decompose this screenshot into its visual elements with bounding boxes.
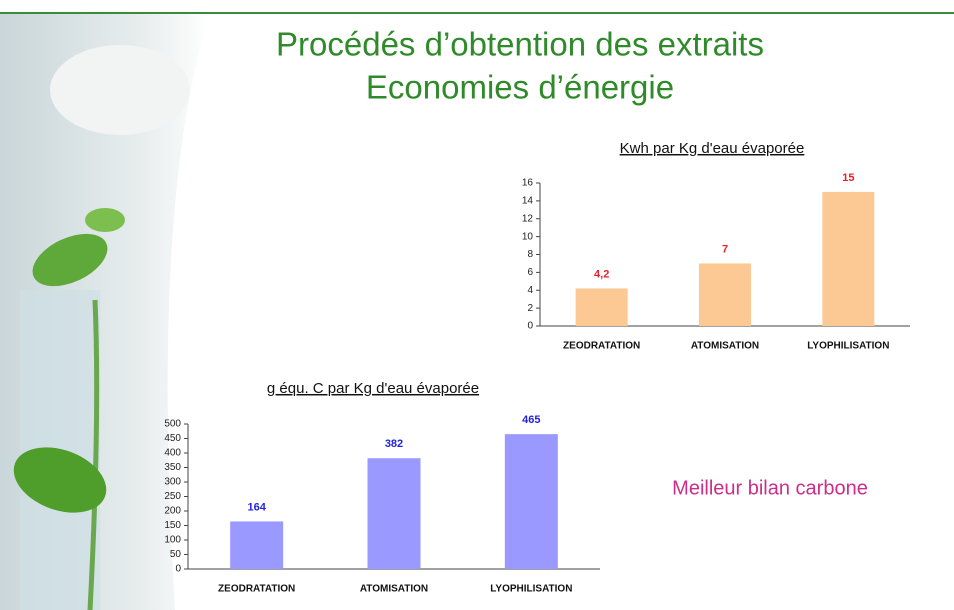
y-tick-label: 350 [164, 462, 181, 473]
y-tick-label: 8 [527, 249, 533, 260]
chart-title: Kwh par Kg d'eau évaporée [620, 140, 805, 157]
x-tick-label: LYOPHILISATION [490, 584, 572, 595]
y-tick-label: 14 [522, 196, 534, 207]
bar [699, 263, 751, 326]
y-tick-label: 16 [522, 178, 534, 189]
slide-subtitle: Economies d’énergie [366, 69, 674, 106]
y-tick-label: 400 [164, 448, 181, 459]
y-tick-label: 12 [522, 213, 534, 224]
bar [368, 458, 421, 569]
bar [822, 192, 874, 326]
y-tick-label: 150 [164, 520, 181, 531]
bar [505, 434, 558, 569]
y-tick-label: 300 [164, 477, 181, 488]
x-tick-label: ZEODRATATION [563, 341, 640, 352]
y-tick-label: 450 [164, 433, 181, 444]
slide: Procédés d’obtention des extraits Econom… [0, 0, 954, 610]
y-tick-label: 200 [164, 506, 181, 517]
y-tick-label: 2 [527, 303, 533, 314]
x-tick-label: ZEODRATATION [218, 584, 295, 595]
value-label: 164 [247, 501, 266, 513]
y-tick-label: 250 [164, 491, 181, 502]
y-tick-label: 4 [527, 285, 533, 296]
y-tick-label: 0 [175, 564, 181, 575]
value-label: 4,2 [594, 268, 609, 280]
decor-swirl [50, 45, 190, 135]
y-tick-label: 50 [170, 549, 182, 560]
x-tick-label: ATOMISATION [360, 584, 428, 595]
bar [576, 288, 628, 326]
decor-leaf [85, 208, 125, 232]
y-tick-label: 500 [164, 419, 181, 430]
y-tick-label: 10 [522, 231, 534, 242]
value-label: 382 [385, 438, 403, 450]
x-tick-label: LYOPHILISATION [807, 341, 889, 352]
value-label: 7 [722, 243, 728, 255]
slide-title: Procédés d’obtention des extraits [276, 26, 764, 63]
bar [230, 521, 283, 569]
y-tick-label: 0 [527, 321, 533, 332]
y-tick-label: 100 [164, 535, 181, 546]
y-tick-label: 6 [527, 267, 533, 278]
value-label: 15 [842, 172, 854, 184]
value-label: 465 [522, 414, 540, 426]
x-tick-label: ATOMISATION [691, 341, 759, 352]
note: Meilleur bilan carbone [672, 477, 868, 499]
chart-title: g équ. C par Kg d'eau évaporée [267, 380, 479, 397]
